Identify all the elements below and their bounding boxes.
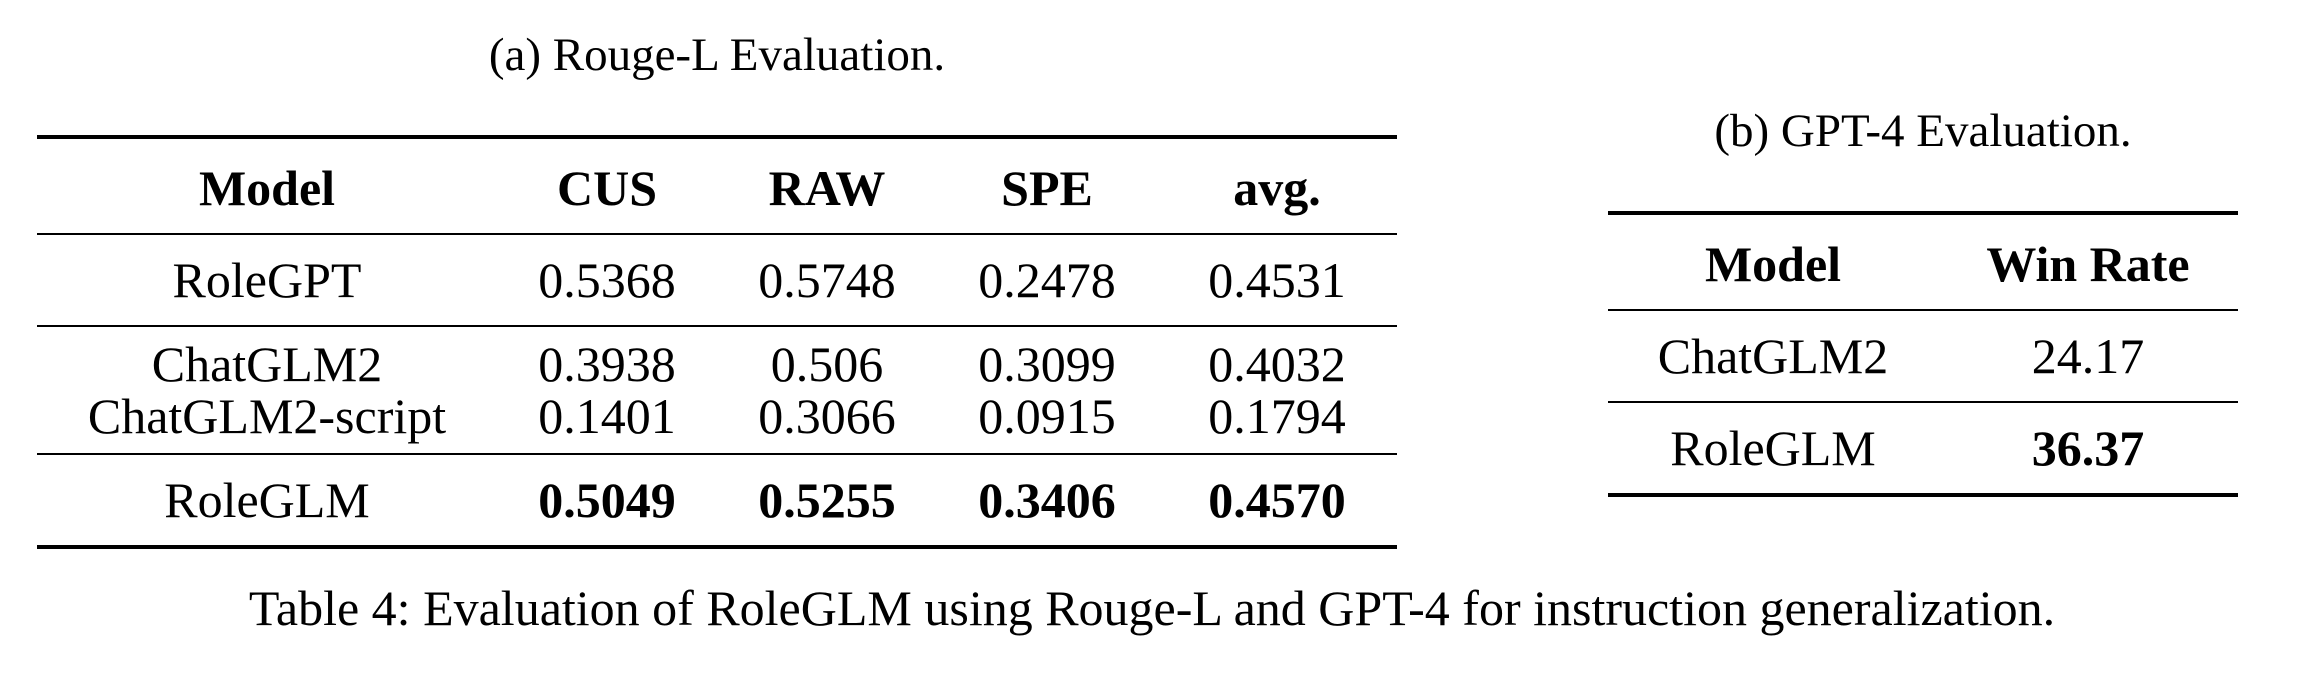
table-row: ChatGLM2-script 0.1401 0.3066 0.0915 0.1… <box>37 390 1397 454</box>
win-rate-cell: 36.37 <box>2031 420 2145 476</box>
header-cus: CUS <box>556 160 658 216</box>
avg-cell: 0.1794 <box>1208 388 1346 444</box>
table-row: ChatGLM2 24.17 <box>1608 310 2238 402</box>
subtable-a-caption: (a) Rouge-L Evaluation. <box>488 29 946 81</box>
table-header-row: Model CUS RAW SPE avg. <box>37 137 1397 234</box>
cus-cell: 0.1401 <box>538 388 676 444</box>
header-avg: avg. <box>1233 160 1321 216</box>
table-row: RoleGLM 0.5049 0.5255 0.3406 0.4570 <box>37 454 1397 547</box>
model-cell: RoleGPT <box>172 252 362 308</box>
model-cell: RoleGLM <box>1670 420 1876 476</box>
win-rate-cell: 24.17 <box>2031 328 2145 384</box>
raw-cell: 0.3066 <box>758 388 896 444</box>
header-model: Model <box>198 160 336 216</box>
header-win-rate: Win Rate <box>1986 236 2190 292</box>
gpt4-table: Model Win Rate ChatGLM2 24.17 RoleGLM 36… <box>1608 211 2238 497</box>
avg-cell: 0.4570 <box>1208 472 1346 528</box>
header-model: Model <box>1704 236 1842 292</box>
table-caption: Table 4: Evaluation of RoleGLM using Rou… <box>248 580 2056 636</box>
spe-cell: 0.2478 <box>978 252 1116 308</box>
model-cell: ChatGLM2-script <box>87 388 447 444</box>
table-row: RoleGLM 36.37 <box>1608 402 2238 495</box>
cus-cell: 0.3938 <box>538 336 676 392</box>
spe-cell: 0.0915 <box>978 388 1116 444</box>
spe-cell: 0.3406 <box>978 472 1116 528</box>
avg-cell: 0.4531 <box>1208 252 1346 308</box>
model-cell: RoleGLM <box>164 472 370 528</box>
cus-cell: 0.5049 <box>538 472 676 528</box>
raw-cell: 0.5748 <box>758 252 896 308</box>
rouge-l-table: Model CUS RAW SPE avg. RoleGPT 0.5368 0.… <box>37 135 1397 549</box>
subtable-b-caption: (b) GPT-4 Evaluation. <box>1714 105 2132 157</box>
spe-cell: 0.3099 <box>978 336 1116 392</box>
table-row: RoleGPT 0.5368 0.5748 0.2478 0.4531 <box>37 234 1397 326</box>
table-header-row: Model Win Rate <box>1608 213 2238 310</box>
header-spe: SPE <box>1001 160 1093 216</box>
avg-cell: 0.4032 <box>1208 336 1346 392</box>
model-cell: ChatGLM2 <box>1657 328 1889 384</box>
model-cell: ChatGLM2 <box>151 336 383 392</box>
table-row: ChatGLM2 0.3938 0.506 0.3099 0.4032 <box>37 326 1397 390</box>
raw-cell: 0.506 <box>770 336 884 392</box>
raw-cell: 0.5255 <box>758 472 896 528</box>
header-raw: RAW <box>768 160 886 216</box>
cus-cell: 0.5368 <box>538 252 676 308</box>
